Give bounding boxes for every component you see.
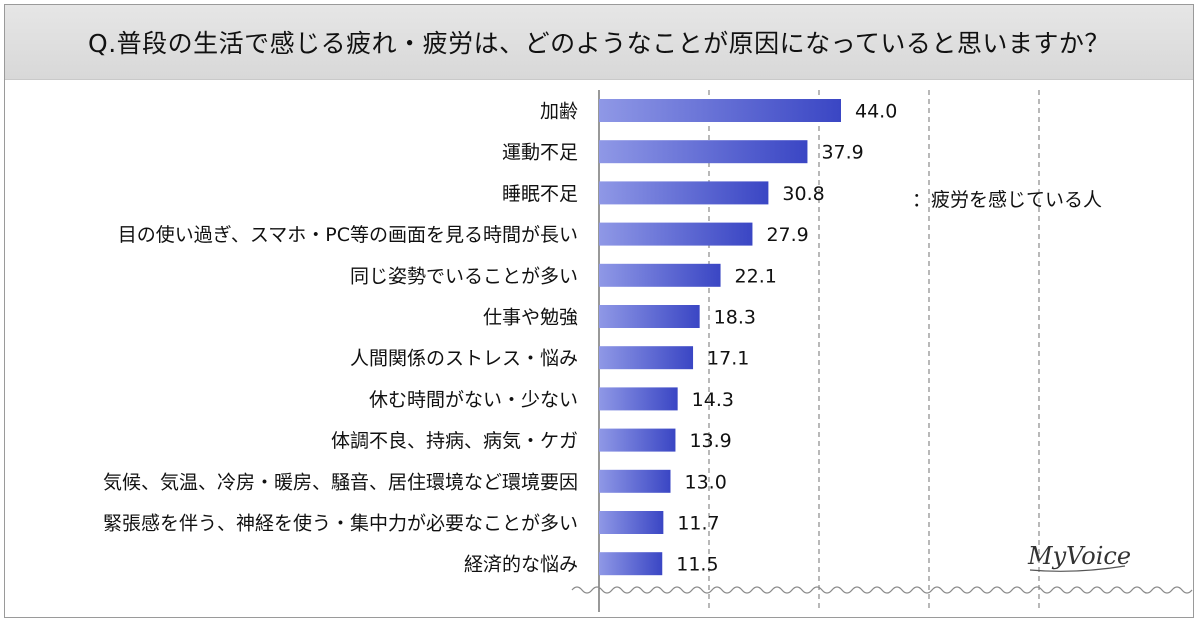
bar — [599, 99, 841, 122]
chart-title: Q.普段の生活で感じる疲れ・疲労は、どのようなことが原因になっていると思いますか… — [88, 29, 1110, 58]
data-label: 18.3 — [714, 307, 756, 329]
category-label: 仕事や勉強 — [483, 307, 578, 329]
data-label: 22.1 — [735, 265, 777, 287]
data-label: 13.9 — [689, 430, 731, 452]
logo-swoosh — [1029, 565, 1126, 572]
myvoice-logo: MyVoice — [1027, 542, 1131, 570]
bar — [599, 346, 694, 370]
category-label: 目の使い過ぎ、スマホ・PC等の画面を見る時間が長い — [118, 224, 578, 246]
category-label: 運動不足 — [502, 142, 578, 164]
bar — [599, 263, 721, 287]
data-label: 44.0 — [855, 101, 897, 123]
title-bar: Q.普段の生活で感じる疲れ・疲労は、どのようなことが原因になっていると思いますか… — [5, 5, 1193, 80]
category-label: 人間関係のストレス・悩み — [350, 348, 578, 370]
data-label: 13.0 — [685, 471, 727, 493]
bar — [599, 305, 700, 328]
bar — [599, 387, 678, 411]
data-label: 37.9 — [821, 142, 863, 164]
axis-break-wave — [571, 586, 1193, 594]
category-label: 体調不良、持病、病気・ケガ — [331, 430, 578, 452]
bar — [599, 140, 808, 164]
bar — [599, 469, 671, 493]
legend-label: ：疲労を感じている人 — [912, 189, 1102, 211]
category-label: 休む時間がない・少ない — [369, 389, 578, 411]
category-label: 経済的な悩み — [464, 554, 578, 576]
data-label: 27.9 — [766, 224, 808, 246]
category-label: 同じ姿勢でいることが多い — [350, 265, 578, 287]
bar — [599, 428, 676, 452]
category-label: 加齢 — [540, 101, 578, 123]
data-label: 17.1 — [707, 348, 749, 370]
category-label: 気候、気温、冷房・暖房、騒音、居住環境など環境要因 — [103, 471, 578, 493]
bar — [599, 222, 753, 246]
category-label: 緊張感を伴う、神経を使う・集中力が必要なことが多い — [103, 513, 578, 535]
data-label: 11.5 — [676, 554, 718, 576]
data-label: 30.8 — [782, 183, 824, 205]
bar — [599, 552, 663, 576]
category-label: 睡眠不足 — [502, 183, 578, 205]
bar — [599, 511, 664, 534]
data-label: 14.3 — [692, 389, 734, 411]
data-label: 11.7 — [677, 513, 719, 535]
bar — [599, 181, 769, 205]
